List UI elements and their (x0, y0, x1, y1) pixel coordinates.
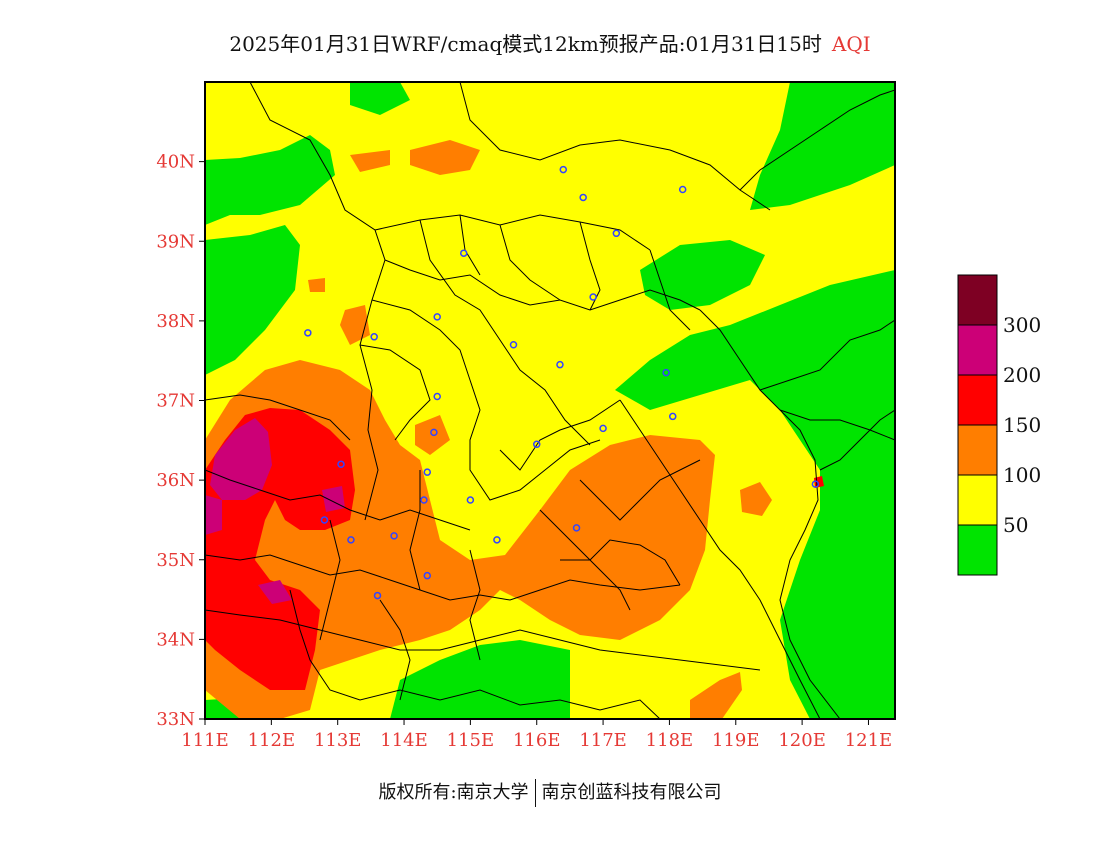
y-tick-label: 35N (156, 550, 195, 571)
x-tick-label: 113E (314, 730, 362, 751)
x-tick-label: 114E (380, 730, 428, 751)
aqi-legend: 50 100 150 200 300 (957, 274, 1041, 576)
station-marker (612, 229, 621, 238)
station-markers (304, 165, 820, 600)
station-marker (559, 165, 568, 174)
station-marker (433, 392, 441, 401)
legend-label: 50 (1003, 513, 1028, 537)
x-axis: 111E 112E 113E 114E 115E 116E 117E 118E 119E 120E… (181, 719, 892, 751)
legend-swatch (957, 424, 998, 476)
station-marker (579, 193, 587, 202)
legend-swatch (957, 524, 998, 576)
station-marker (662, 368, 670, 377)
y-tick-label: 33N (156, 709, 195, 730)
aqi-field (205, 82, 895, 719)
copyright-footer: 版权所有:南京大学 南京创蓝科技有限公司 (0, 778, 1100, 807)
legend-swatch (957, 274, 998, 326)
legend-label: 150 (1003, 413, 1041, 437)
station-marker (430, 428, 438, 437)
station-marker (668, 412, 677, 421)
title-main: 2025年01月31日WRF/cmaq模式12km预报产品:01月31日15时 (229, 32, 822, 56)
legend-swatch (957, 324, 998, 376)
station-marker (556, 360, 564, 369)
x-tick-label: 111E (181, 730, 229, 751)
legend-label: 200 (1003, 363, 1041, 387)
station-marker (370, 333, 378, 341)
station-marker (572, 524, 581, 532)
station-marker (420, 496, 428, 504)
station-marker (390, 532, 398, 540)
x-tick-label: 121E (845, 730, 893, 751)
station-marker (509, 341, 518, 349)
legend-label: 100 (1003, 463, 1041, 487)
station-marker (373, 591, 382, 600)
y-tick-label: 39N (156, 231, 195, 252)
copyright-right: 南京创蓝科技有限公司 (541, 782, 722, 803)
x-tick-label: 115E (447, 730, 495, 751)
x-tick-label: 118E (646, 730, 694, 751)
footer-divider (534, 779, 536, 807)
aqi-band-0 (205, 82, 895, 719)
legend-label: 300 (1003, 313, 1041, 337)
station-marker (460, 249, 468, 257)
boundaries (205, 82, 895, 719)
station-marker (347, 536, 355, 544)
station-marker (423, 468, 432, 476)
map-title: 2025年01月31日WRF/cmaq模式12km预报产品:01月31日15时 A… (0, 28, 1100, 57)
station-marker (493, 536, 501, 544)
y-tick-label: 36N (156, 470, 195, 491)
station-marker (320, 516, 329, 524)
x-tick-label: 112E (248, 730, 296, 751)
y-tick-label: 37N (156, 391, 195, 412)
x-tick-label: 119E (712, 730, 760, 751)
y-tick-label: 40N (156, 152, 195, 173)
x-tick-label: 116E (513, 730, 561, 751)
station-marker (423, 571, 432, 580)
y-axis: 33N 34N 35N 36N 37N 38N 39N 40N (156, 152, 205, 730)
x-tick-label: 117E (579, 730, 627, 751)
aqi-band-200 (205, 418, 345, 604)
y-tick-label: 34N (156, 629, 195, 650)
title-variable: AQI (831, 32, 871, 56)
station-marker (466, 496, 475, 504)
station-marker (599, 424, 607, 433)
station-marker (811, 480, 820, 488)
station-marker (304, 329, 312, 337)
station-marker (337, 460, 345, 468)
station-marker (532, 440, 541, 449)
station-marker (678, 185, 687, 194)
x-tick-label: 120E (778, 730, 826, 751)
copyright-left: 版权所有:南京大学 (378, 782, 529, 803)
legend-swatch (957, 474, 998, 526)
y-tick-label: 38N (156, 311, 195, 332)
station-marker (433, 313, 441, 321)
station-marker (589, 293, 597, 301)
legend-swatch (957, 374, 998, 426)
